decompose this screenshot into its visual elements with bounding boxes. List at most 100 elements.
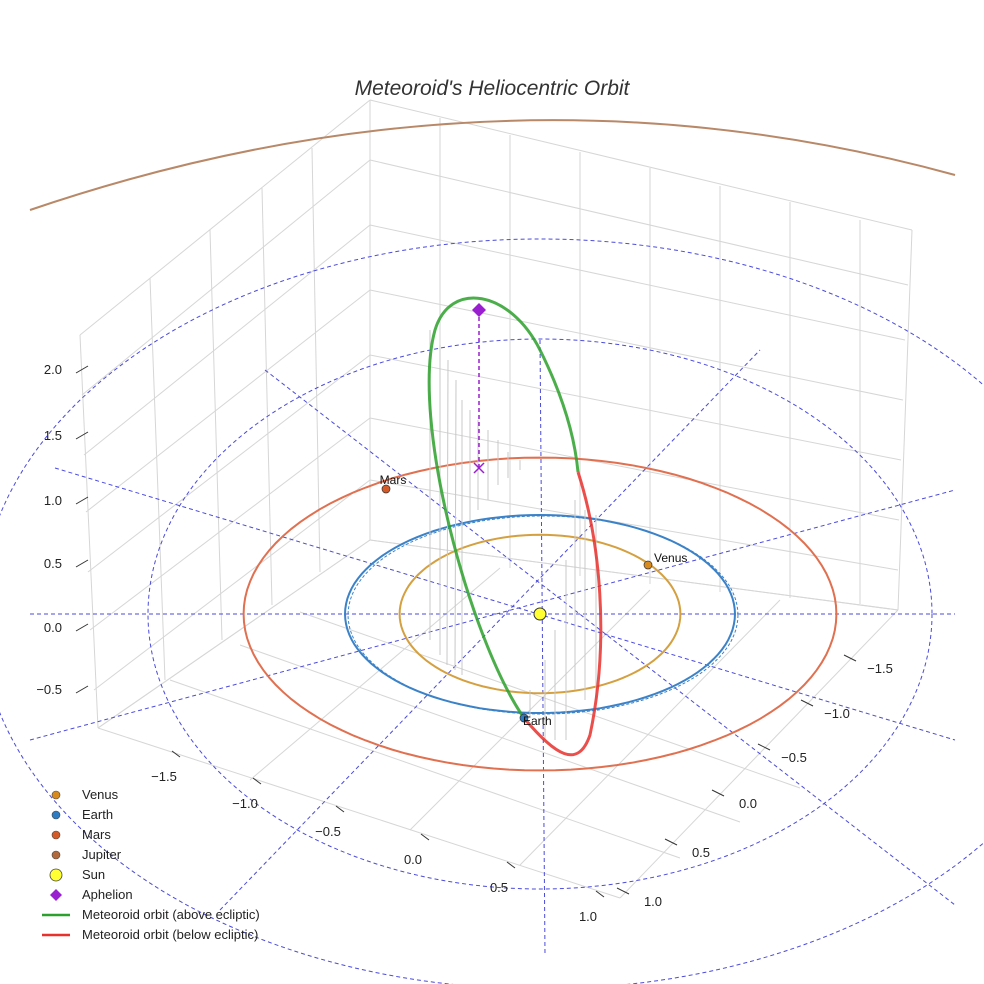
y-tick-mark-1 bbox=[800, 699, 814, 707]
legend-label-6: Meteoroid orbit (above ecliptic) bbox=[82, 907, 260, 922]
grid-vline-left-3 bbox=[261, 187, 273, 606]
x-tick-mark-0 bbox=[171, 750, 181, 758]
x-tick-mark-3 bbox=[420, 833, 430, 841]
planet-label-venus: Venus bbox=[654, 551, 687, 565]
x-tick-0: −1.5 bbox=[151, 769, 177, 784]
grid-floor-b-3 bbox=[519, 599, 781, 866]
legend-symbol-5 bbox=[50, 889, 62, 901]
grid-floor-a-1 bbox=[169, 679, 681, 859]
grid-line-right-0 bbox=[369, 99, 913, 231]
bodies: Venus Earth Mars bbox=[380, 303, 687, 728]
orbit-mars bbox=[242, 456, 838, 772]
grid-floor-b-0 bbox=[97, 539, 371, 729]
legend-label-1: Earth bbox=[82, 807, 113, 822]
y-tick-mark-2 bbox=[757, 743, 771, 751]
legend-label-2: Mars bbox=[82, 827, 111, 842]
legend-symbol-2 bbox=[51, 830, 61, 840]
grid-line-left-0 bbox=[79, 99, 371, 336]
planet-label-earth: Earth bbox=[523, 714, 552, 728]
z-tick-mark-0 bbox=[75, 685, 89, 694]
grid-vline-left-2 bbox=[209, 229, 223, 641]
z-tick-mark-2 bbox=[75, 559, 89, 568]
meteoroid-orbit-above bbox=[427, 296, 580, 719]
z-tick-4: 1.5 bbox=[44, 428, 62, 443]
legend-label-5: Aphelion bbox=[82, 887, 133, 902]
axis-ticks: −0.5 0.0 0.5 1.0 1.5 2.0 −1.5 −1.0 −0.5 0.0 0.5 1.0… bbox=[36, 362, 893, 924]
sun-marker bbox=[533, 607, 547, 621]
z-tick-1: 0.0 bbox=[44, 620, 62, 635]
grid-line-right-1 bbox=[369, 159, 909, 286]
legend-symbol-0 bbox=[51, 790, 61, 800]
grid-line-right-5 bbox=[369, 417, 900, 521]
x-tick-mark-4 bbox=[506, 861, 516, 869]
z-tick-5: 2.0 bbox=[44, 362, 62, 377]
ref-line-diagonal-c bbox=[264, 369, 956, 906]
aphelion-ecliptic-marker bbox=[473, 462, 485, 474]
orbit-venus bbox=[398, 533, 682, 695]
grid-line-left-3 bbox=[85, 289, 371, 513]
grid-line-right-2 bbox=[369, 224, 906, 341]
y-tick-2: −0.5 bbox=[781, 750, 807, 765]
grid-floor-b-4 bbox=[619, 609, 899, 899]
legend-label-4: Sun bbox=[82, 867, 105, 882]
legend-label-0: Venus bbox=[82, 787, 119, 802]
ref-line-diagonal-b bbox=[29, 489, 956, 741]
box-fill bbox=[80, 100, 912, 728]
grid-vline-left-0 bbox=[79, 334, 99, 729]
z-tick-mark-3 bbox=[75, 496, 89, 505]
x-tick-mark-1 bbox=[252, 777, 262, 785]
planet-marker-venus bbox=[643, 560, 653, 570]
y-tick-mark-5 bbox=[616, 887, 630, 895]
meteoroid-orbit-below bbox=[522, 471, 603, 757]
y-tick-5: 1.0 bbox=[644, 894, 662, 909]
meteoroid-orbit bbox=[427, 296, 603, 757]
grid-line-right-4 bbox=[369, 354, 902, 461]
z-tick-2: 0.5 bbox=[44, 556, 62, 571]
y-tick-mark-3 bbox=[711, 789, 725, 797]
orbit-jupiter bbox=[29, 119, 956, 211]
x-tick-mark-5 bbox=[595, 890, 605, 898]
grid-floor-a-2 bbox=[239, 644, 741, 823]
planet-marker-mars bbox=[381, 484, 391, 494]
legend: Venus Earth Mars Jupiter Sun Aphelion Meteoroi… bbox=[42, 787, 260, 942]
y-tick-3: 0.0 bbox=[739, 796, 757, 811]
x-tick-2: −0.5 bbox=[315, 824, 341, 839]
grid-floor-a-0 bbox=[97, 727, 621, 899]
grid-vline-left-4 bbox=[311, 147, 321, 573]
grid-line-left-1 bbox=[81, 159, 371, 396]
y-tick-0: −1.5 bbox=[867, 661, 893, 676]
ref-line-vertical bbox=[539, 339, 546, 956]
legend-symbol-4 bbox=[49, 868, 63, 882]
legend-label-3: Jupiter bbox=[82, 847, 122, 862]
grid-vline-left-1 bbox=[149, 277, 166, 681]
x-tick-4: 0.5 bbox=[490, 880, 508, 895]
grid-line-left-5 bbox=[89, 417, 371, 631]
height-stem-3 bbox=[454, 379, 457, 671]
grid-box bbox=[79, 99, 913, 899]
x-tick-mark-2 bbox=[335, 805, 345, 813]
planet-marker-earth bbox=[519, 713, 529, 723]
planet-label-mars: Mars bbox=[380, 473, 407, 487]
z-tick-mark-4 bbox=[75, 431, 89, 440]
z-tick-mark-1 bbox=[75, 623, 89, 632]
x-tick-3: 0.0 bbox=[404, 852, 422, 867]
grid-line-left-2 bbox=[83, 224, 371, 456]
y-tick-mark-0 bbox=[843, 654, 857, 662]
grid-line-right-6 bbox=[369, 479, 899, 571]
z-tick-0: −0.5 bbox=[36, 682, 62, 697]
y-tick-4: 0.5 bbox=[692, 845, 710, 860]
y-tick-1: −1.0 bbox=[824, 706, 850, 721]
grid-line-right-3 bbox=[369, 289, 904, 401]
planet-orbits bbox=[29, 119, 956, 772]
chart-title: Meteoroid's Heliocentric Orbit bbox=[355, 77, 631, 100]
legend-label-7: Meteoroid orbit (below ecliptic) bbox=[82, 927, 258, 942]
grid-floor-a-3 bbox=[299, 611, 801, 789]
ref-line-diagonal-a bbox=[54, 467, 956, 741]
grid-line-left-4 bbox=[87, 354, 371, 573]
ref-line-diagonal-d bbox=[219, 349, 761, 911]
aphelion-marker bbox=[472, 303, 486, 317]
grid-floor-b-1 bbox=[249, 567, 501, 781]
ref-ellipse-inner bbox=[147, 338, 933, 890]
y-tick-mark-4 bbox=[664, 838, 678, 846]
